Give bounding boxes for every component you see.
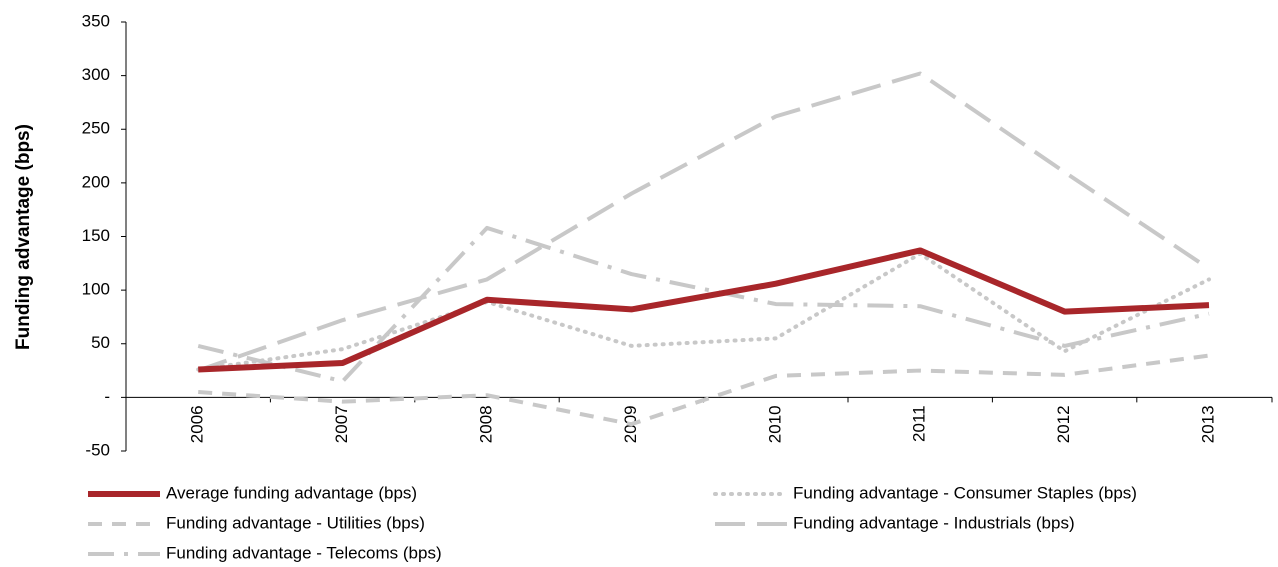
y-tick-label: 100 [82, 280, 110, 299]
x-tick-label: 2008 [476, 405, 495, 443]
y-tick-label: 50 [91, 333, 110, 352]
x-tick-label: 2007 [332, 405, 351, 443]
y-tick-label: - [104, 387, 110, 406]
y-tick-label: -50 [85, 440, 110, 459]
legend-label: Funding advantage - Industrials (bps) [793, 513, 1075, 532]
y-tick-label: 150 [82, 226, 110, 245]
series-line [198, 353, 1210, 427]
y-tick-label: 200 [82, 172, 110, 191]
y-tick-label: 350 [82, 11, 110, 30]
series-line [198, 247, 1210, 373]
legend-label: Funding advantage - Consumer Staples (bp… [793, 483, 1137, 502]
x-tick-label: 2012 [1054, 405, 1073, 443]
y-tick-label: 250 [82, 119, 110, 138]
series-line [197, 71, 1211, 373]
x-tick-label: 2006 [188, 405, 207, 443]
x-tick-label: 2011 [910, 405, 929, 442]
x-tick-label: 2010 [765, 405, 784, 443]
legend-label: Average funding advantage (bps) [166, 483, 417, 502]
y-axis-label: Funding advantage (bps) [13, 124, 34, 350]
legend-label: Funding advantage - Utilities (bps) [166, 513, 425, 532]
series-line [196, 251, 1211, 372]
x-tick-label: 2013 [1198, 405, 1217, 443]
y-tick-label: 300 [82, 65, 110, 84]
legend-label: Funding advantage - Telecoms (bps) [166, 543, 442, 562]
